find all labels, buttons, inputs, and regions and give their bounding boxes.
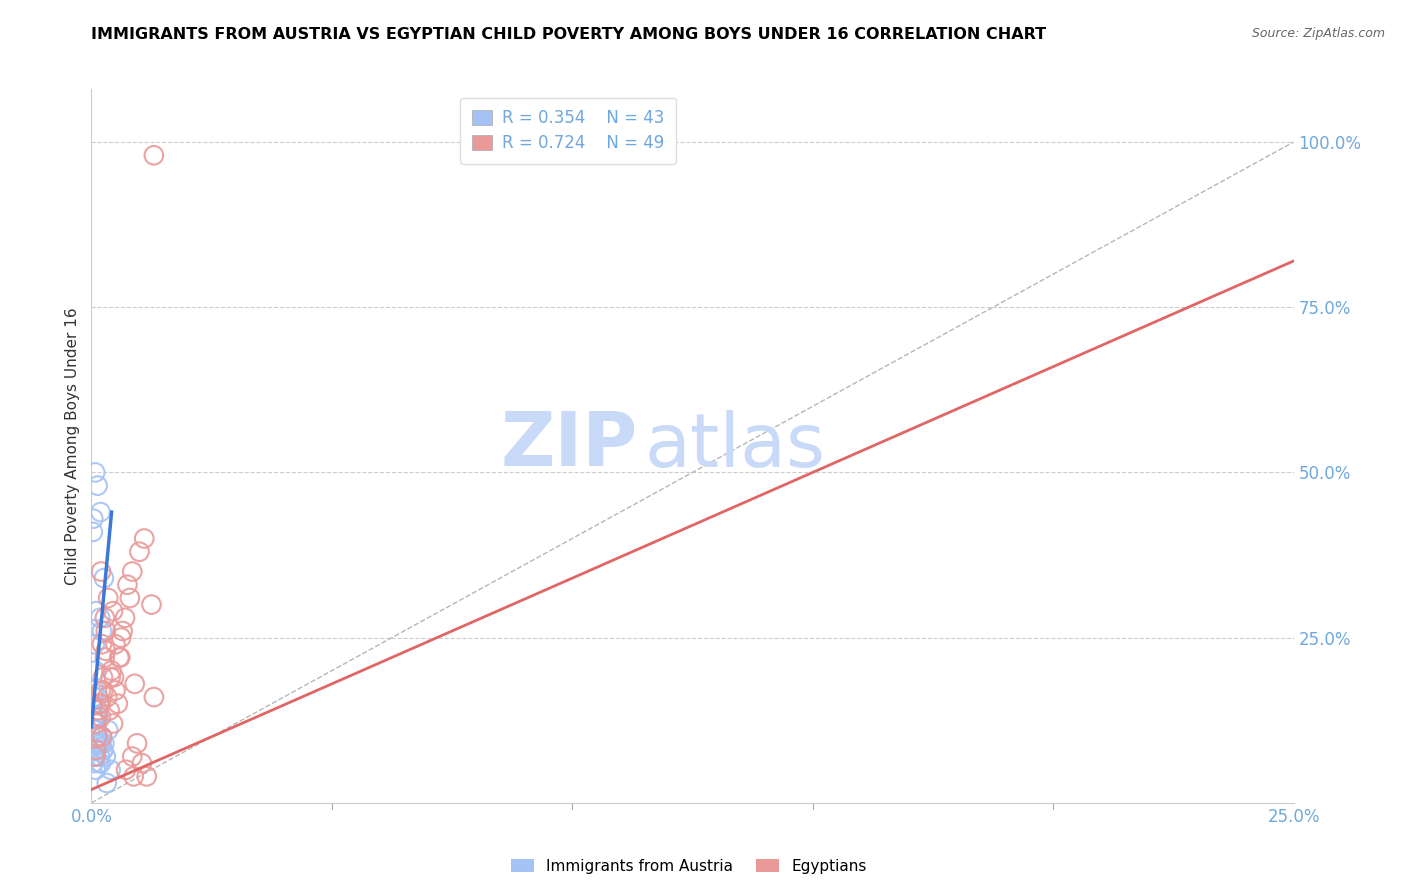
Point bbox=[107, 697, 129, 711]
Point bbox=[110, 631, 132, 645]
Point bbox=[84, 604, 107, 618]
Point bbox=[98, 703, 121, 717]
Point bbox=[100, 670, 122, 684]
Point bbox=[90, 736, 112, 750]
Point bbox=[103, 670, 125, 684]
Point bbox=[84, 716, 107, 731]
Text: Source: ZipAtlas.com: Source: ZipAtlas.com bbox=[1251, 27, 1385, 40]
Point bbox=[91, 637, 114, 651]
Point bbox=[86, 723, 108, 738]
Point bbox=[97, 723, 120, 738]
Legend: R = 0.354    N = 43, R = 0.724    N = 49: R = 0.354 N = 43, R = 0.724 N = 49 bbox=[460, 97, 676, 163]
Point bbox=[87, 703, 110, 717]
Text: IMMIGRANTS FROM AUSTRIA VS EGYPTIAN CHILD POVERTY AMONG BOYS UNDER 16 CORRELATIO: IMMIGRANTS FROM AUSTRIA VS EGYPTIAN CHIL… bbox=[91, 27, 1046, 42]
Point bbox=[108, 650, 131, 665]
Point bbox=[84, 749, 107, 764]
Point bbox=[94, 624, 117, 638]
Point bbox=[93, 736, 115, 750]
Point bbox=[91, 730, 114, 744]
Point bbox=[94, 749, 117, 764]
Point bbox=[89, 749, 111, 764]
Point bbox=[90, 697, 112, 711]
Point bbox=[141, 598, 163, 612]
Point bbox=[125, 736, 148, 750]
Point bbox=[94, 650, 117, 665]
Point bbox=[86, 730, 108, 744]
Point bbox=[100, 763, 122, 777]
Point bbox=[104, 683, 127, 698]
Point bbox=[91, 730, 114, 744]
Point bbox=[87, 756, 110, 771]
Point bbox=[86, 716, 108, 731]
Point bbox=[86, 736, 108, 750]
Point bbox=[90, 710, 112, 724]
Legend: Immigrants from Austria, Egyptians: Immigrants from Austria, Egyptians bbox=[505, 853, 873, 880]
Point bbox=[134, 532, 156, 546]
Point bbox=[89, 505, 111, 519]
Point bbox=[114, 611, 136, 625]
Text: ZIP: ZIP bbox=[501, 409, 638, 483]
Point bbox=[101, 716, 124, 731]
Point bbox=[84, 743, 107, 757]
Point bbox=[117, 578, 139, 592]
Point bbox=[83, 637, 105, 651]
Point bbox=[97, 591, 120, 605]
Point bbox=[115, 763, 138, 777]
Y-axis label: Child Poverty Among Boys Under 16: Child Poverty Among Boys Under 16 bbox=[65, 307, 80, 585]
Point bbox=[94, 644, 117, 658]
Point bbox=[128, 545, 150, 559]
Text: atlas: atlas bbox=[644, 409, 825, 483]
Point bbox=[82, 697, 104, 711]
Point bbox=[86, 478, 108, 492]
Point bbox=[87, 730, 110, 744]
Point bbox=[110, 650, 132, 665]
Point bbox=[86, 703, 108, 717]
Point bbox=[91, 670, 114, 684]
Point bbox=[101, 604, 124, 618]
Point bbox=[90, 756, 112, 771]
Point bbox=[111, 624, 134, 638]
Point bbox=[96, 690, 118, 704]
Point bbox=[121, 565, 143, 579]
Point bbox=[89, 736, 111, 750]
Point bbox=[84, 466, 107, 480]
Point bbox=[82, 511, 104, 525]
Point bbox=[142, 690, 165, 704]
Point bbox=[124, 677, 146, 691]
Point bbox=[89, 611, 111, 625]
Point bbox=[83, 690, 105, 704]
Point bbox=[142, 148, 165, 162]
Point bbox=[104, 637, 127, 651]
Point bbox=[87, 710, 110, 724]
Point bbox=[91, 624, 114, 638]
Point bbox=[121, 749, 143, 764]
Point bbox=[96, 776, 118, 790]
Point bbox=[87, 697, 110, 711]
Point bbox=[84, 664, 107, 678]
Point bbox=[82, 756, 104, 771]
Point bbox=[82, 524, 104, 539]
Point bbox=[93, 571, 115, 585]
Point bbox=[94, 611, 117, 625]
Point bbox=[83, 749, 105, 764]
Point bbox=[122, 769, 145, 783]
Point bbox=[118, 591, 141, 605]
Point bbox=[83, 683, 105, 698]
Point bbox=[84, 743, 107, 757]
Point bbox=[93, 683, 115, 698]
Point bbox=[84, 763, 107, 777]
Point bbox=[90, 565, 112, 579]
Point bbox=[91, 743, 114, 757]
Point bbox=[93, 743, 115, 757]
Point bbox=[84, 749, 107, 764]
Point bbox=[82, 710, 104, 724]
Point bbox=[100, 664, 122, 678]
Point bbox=[131, 756, 153, 771]
Point bbox=[135, 769, 157, 783]
Point bbox=[86, 690, 108, 704]
Point bbox=[83, 723, 105, 738]
Point bbox=[84, 710, 107, 724]
Point bbox=[84, 736, 107, 750]
Point bbox=[90, 683, 112, 698]
